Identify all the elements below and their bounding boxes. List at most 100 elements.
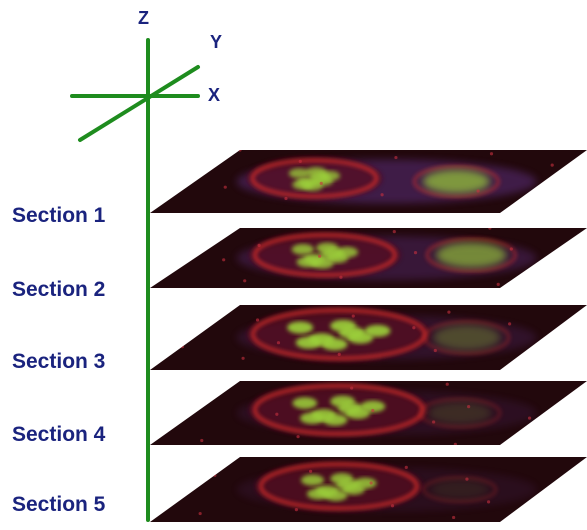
nucleus-spot xyxy=(322,414,348,426)
nucleus-spot xyxy=(338,326,365,339)
slices-group xyxy=(150,150,587,522)
z-axis-label: Z xyxy=(138,8,149,28)
signal-speck xyxy=(257,243,261,247)
signal-speck xyxy=(489,152,494,156)
signal-speck xyxy=(413,251,418,255)
signal-speck xyxy=(404,465,408,469)
nucleus-spot xyxy=(309,171,330,183)
cell-2-membrane xyxy=(426,238,517,272)
nucleus-spot xyxy=(364,324,391,337)
signal-speck xyxy=(465,477,469,481)
signal-speck xyxy=(318,254,322,258)
signal-speck xyxy=(509,247,513,251)
signal-speck xyxy=(527,416,532,420)
section-slice-2 xyxy=(150,228,587,288)
signal-speck xyxy=(432,420,436,424)
signal-speck xyxy=(284,196,288,201)
signal-speck xyxy=(351,314,355,318)
signal-speck xyxy=(467,405,471,409)
section-label-1: Section 1 xyxy=(12,204,106,227)
cell-2-nucleus xyxy=(436,242,507,268)
y-axis-label: Y xyxy=(210,32,223,52)
cell-2-nucleus xyxy=(427,401,492,425)
signal-speck xyxy=(198,511,202,516)
signal-speck xyxy=(550,163,554,167)
cell-1-body xyxy=(246,306,431,363)
nucleus-spot xyxy=(288,168,310,179)
signal-speck xyxy=(350,386,354,390)
signal-speck xyxy=(294,508,298,512)
section-label-3: Section 3 xyxy=(12,350,106,373)
section-slice-5 xyxy=(150,457,587,522)
nucleus-spot xyxy=(336,479,360,491)
signal-speck xyxy=(200,438,204,443)
signal-speck xyxy=(390,504,395,508)
signal-speck xyxy=(453,442,457,445)
cell-1-membrane xyxy=(259,462,419,510)
signal-speck xyxy=(339,275,343,279)
cell-2-nucleus xyxy=(433,324,501,351)
signal-speck xyxy=(488,228,492,230)
signal-speck xyxy=(394,155,398,160)
signal-speck xyxy=(276,341,281,345)
nucleus-spot xyxy=(291,244,315,255)
nucleus-spot xyxy=(296,256,319,268)
nucleus-spot xyxy=(299,412,325,425)
signal-speck xyxy=(296,435,300,439)
signal-speck xyxy=(222,258,226,262)
signal-speck xyxy=(298,159,302,163)
nucleus-spot xyxy=(306,488,330,500)
cell-2-membrane xyxy=(423,320,510,355)
nucleus-spot xyxy=(360,400,386,413)
signal-speck xyxy=(308,469,313,473)
cell-2-membrane xyxy=(418,398,501,428)
axes-group xyxy=(70,38,200,522)
signal-speck xyxy=(486,500,491,504)
signal-speck xyxy=(445,382,449,386)
cell-2-nucleus xyxy=(422,169,490,194)
signal-speck xyxy=(223,185,227,189)
signal-speck xyxy=(507,322,512,326)
section-slice-4 xyxy=(150,381,587,445)
signal-speck xyxy=(392,230,396,234)
cell-1-membrane xyxy=(250,158,378,198)
cell-2-membrane xyxy=(422,476,497,503)
section-label-4: Section 4 xyxy=(12,423,106,446)
signal-speck xyxy=(447,310,451,314)
signal-speck xyxy=(380,193,384,197)
signal-speck xyxy=(180,345,184,349)
cell-2-membrane xyxy=(413,165,500,198)
signal-speck xyxy=(369,481,373,485)
signal-speck xyxy=(496,282,500,286)
section-slice-1 xyxy=(150,150,587,213)
section-slice-3 xyxy=(150,305,587,370)
signal-speck xyxy=(238,150,242,152)
signal-speck xyxy=(255,318,260,322)
nucleus-spot xyxy=(337,402,363,414)
section-label-2: Section 2 xyxy=(12,278,106,301)
nucleus-spot xyxy=(301,474,325,486)
signal-speck xyxy=(371,408,375,413)
x-axis-label: X xyxy=(208,85,221,105)
signal-speck xyxy=(275,412,279,416)
signal-speck xyxy=(243,279,247,283)
section-label-5: Section 5 xyxy=(12,493,106,516)
nucleus-spot xyxy=(292,397,318,409)
signal-speck xyxy=(241,356,245,360)
y-axis-line xyxy=(78,65,200,142)
signal-speck xyxy=(412,326,416,330)
signal-speck xyxy=(452,515,456,520)
signal-speck xyxy=(319,181,323,185)
nucleus-spot xyxy=(292,179,313,190)
cell-1-membrane xyxy=(253,233,397,277)
nucleus-spot xyxy=(321,248,344,259)
nucleus-spot xyxy=(353,477,377,489)
nucleus-spot xyxy=(324,489,348,501)
signal-speck xyxy=(476,189,480,193)
signal-speck xyxy=(337,352,341,356)
nucleus-spot xyxy=(287,321,314,334)
nucleus-spot xyxy=(321,338,348,351)
nucleus-spot xyxy=(295,336,322,349)
